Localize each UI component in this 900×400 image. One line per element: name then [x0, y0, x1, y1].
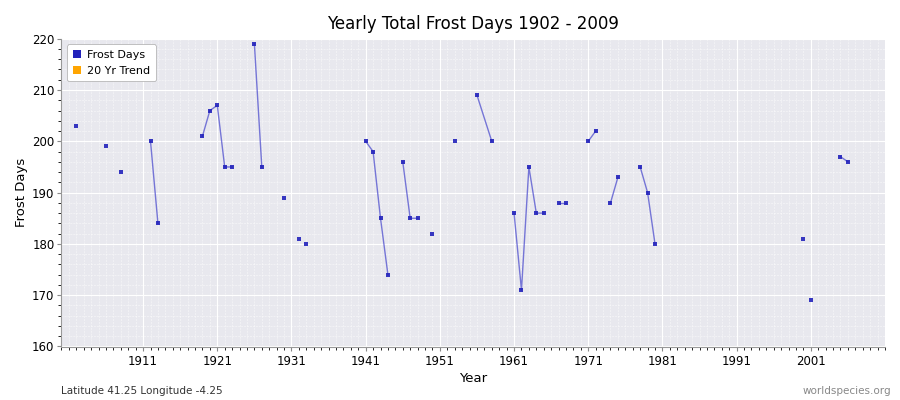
Legend: Frost Days, 20 Yr Trend: Frost Days, 20 Yr Trend	[67, 44, 156, 81]
X-axis label: Year: Year	[459, 372, 487, 385]
Y-axis label: Frost Days: Frost Days	[15, 158, 28, 227]
Text: worldspecies.org: worldspecies.org	[803, 386, 891, 396]
Text: Latitude 41.25 Longitude -4.25: Latitude 41.25 Longitude -4.25	[61, 386, 223, 396]
Title: Yearly Total Frost Days 1902 - 2009: Yearly Total Frost Days 1902 - 2009	[328, 15, 619, 33]
